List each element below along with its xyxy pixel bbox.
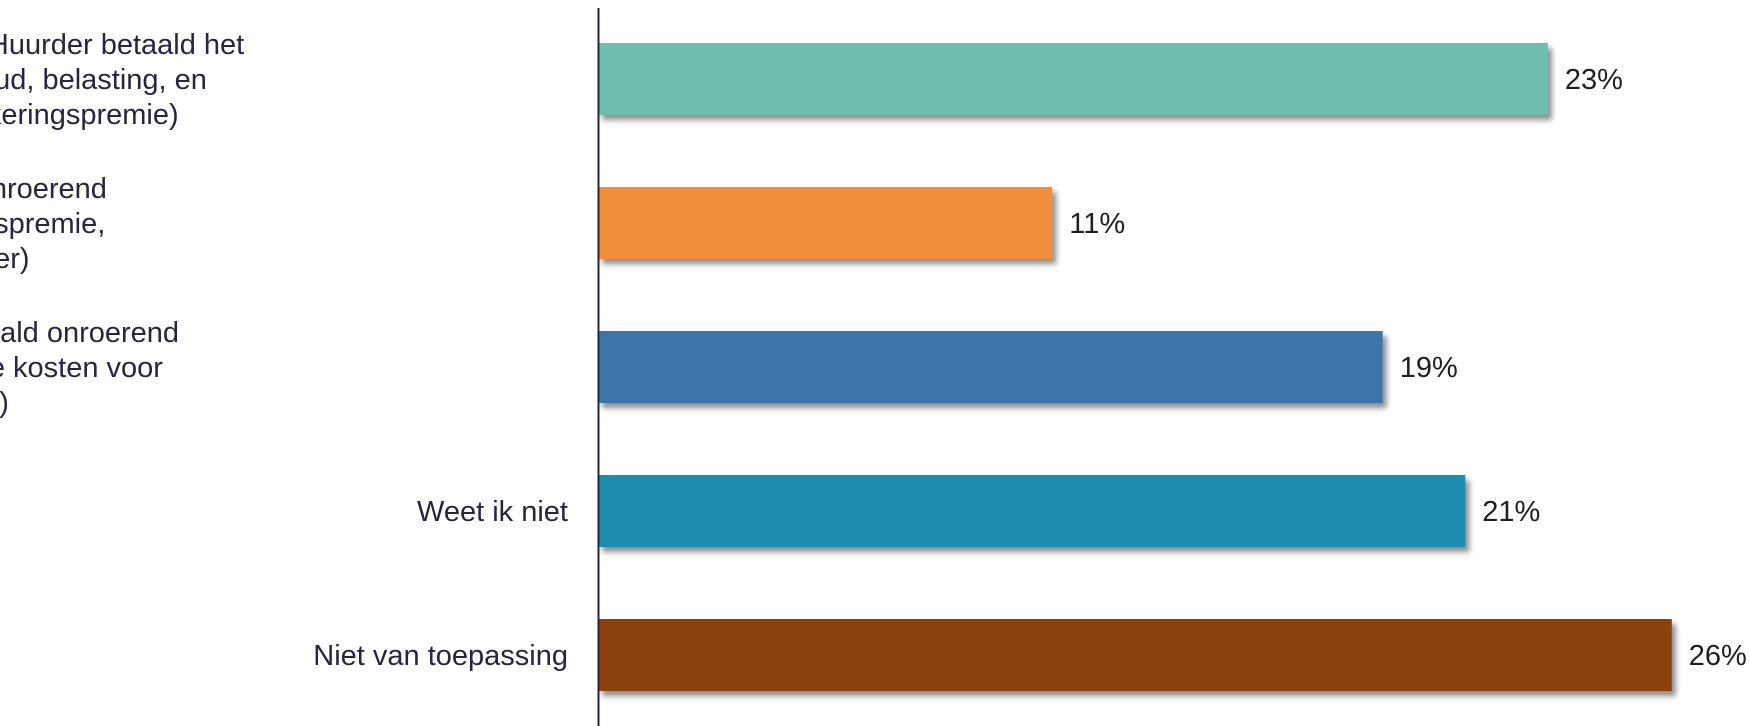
- data-label-5: 26%: [1689, 640, 1747, 672]
- labels-layer: 23% Triple net (Huurder betaald hetonderh…: [0, 29, 1747, 672]
- category-label-line: overige kosten verhuurder): [0, 243, 30, 275]
- bars-layer: [598, 43, 1672, 691]
- category-label-line: Triple net (Huurder betaald het: [0, 29, 244, 61]
- bar-5: [598, 619, 1672, 691]
- category-label-2: Double net (huurder betaald onroerendgoe…: [0, 173, 107, 275]
- category-label-3: Single net (huurder betaald onroerendgoe…: [0, 317, 179, 419]
- bar-1: [598, 43, 1548, 115]
- category-label-line: verzekeringspremie): [0, 99, 179, 131]
- bar-3: [598, 331, 1383, 403]
- data-label-2: 11%: [1069, 208, 1125, 240]
- bar-4: [598, 475, 1466, 547]
- category-label-line: onderhoud, belasting, en: [0, 64, 207, 96]
- category-label-line: Double net (huurder betaald onroerend: [0, 173, 107, 205]
- category-label-5: Niet van toepassing: [313, 640, 568, 672]
- category-label-4: Weet ik niet: [417, 496, 568, 528]
- data-label-4: 21%: [1482, 496, 1540, 528]
- bar-2: [598, 187, 1053, 259]
- category-label-line: verhuurder): [0, 387, 9, 419]
- category-label-line: goed belasting, overige kosten voor: [0, 352, 163, 384]
- category-label-line: Weet ik niet: [417, 496, 568, 528]
- data-label-1: 23%: [1565, 64, 1623, 96]
- category-label-line: Niet van toepassing: [313, 640, 568, 672]
- category-label-line: Single net (huurder betaald onroerend: [0, 317, 179, 349]
- category-label-1: Triple net (Huurder betaald hetonderhoud…: [0, 29, 244, 131]
- data-label-3: 19%: [1400, 352, 1458, 384]
- category-label-line: goed belasting en verzekeringspremie,: [0, 208, 105, 240]
